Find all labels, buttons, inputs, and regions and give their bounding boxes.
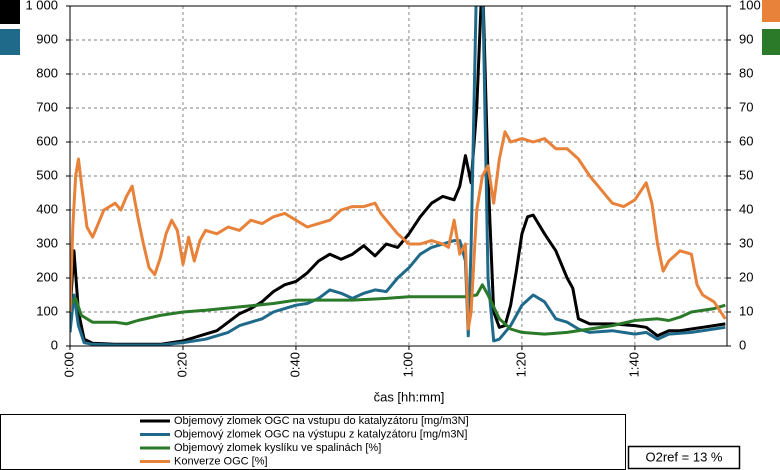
y2-tick-label: 100 (739, 0, 761, 12)
y2-tick-label: 70 (739, 99, 753, 114)
axis-indicator (762, 29, 780, 55)
series-line (70, 6, 726, 346)
series-line (70, 6, 726, 346)
legend-label: Objemový zlomek kyslíku ve spalinách [%] (174, 442, 381, 454)
y2-tick-label: 60 (739, 133, 753, 148)
x-tick-label: 1:20 (513, 352, 528, 377)
y2-tick-label: 90 (739, 31, 753, 46)
annotation-box (627, 445, 741, 470)
axis-indicator (0, 0, 20, 24)
y2-tick-label: 40 (739, 201, 753, 216)
axis-indicator (0, 29, 20, 55)
y-tick-label: 900 (36, 31, 58, 46)
y-tick-label: 700 (36, 99, 58, 114)
series-line (70, 130, 727, 331)
y2-tick-label: 30 (739, 235, 753, 250)
y-tick-label: 300 (36, 235, 58, 250)
y-tick-label: 200 (36, 269, 58, 284)
x-tick-label: 0:20 (174, 352, 189, 377)
y2-tick-label: 50 (739, 167, 753, 182)
y2-tick-label: 80 (739, 65, 753, 80)
legend-label: Objemový zlomek OGC na vstupu do katalyz… (174, 415, 469, 427)
y-tick-label: 1 000 (25, 0, 58, 12)
y2-tick-label: 20 (739, 269, 753, 284)
y-tick-label: 500 (36, 167, 58, 182)
x-tick-label: 1:00 (400, 352, 415, 377)
x-tick-label: 1:40 (626, 352, 641, 377)
y-tick-label: 400 (36, 201, 58, 216)
y2-tick-label: 0 (739, 337, 746, 352)
y-tick-label: 800 (36, 65, 58, 80)
y-tick-label: 600 (36, 133, 58, 148)
axis-indicator (762, 0, 780, 22)
x-tick-label: 0:00 (61, 352, 76, 377)
legend-label: Konverze OGC [%] (174, 455, 268, 467)
y-tick-label: 100 (36, 303, 58, 318)
annotation: O2ref = 13 % (646, 449, 723, 464)
y-tick-label: 0 (51, 337, 58, 352)
legend (0, 414, 626, 470)
series-line (70, 283, 726, 336)
x-tick-label: 0:40 (287, 352, 302, 377)
legend-label: Objemový zlomek OGC na výstupu z katalyz… (174, 428, 467, 440)
x-axis-title: čas [hh:mm] (374, 389, 445, 404)
y2-tick-label: 10 (739, 303, 753, 318)
